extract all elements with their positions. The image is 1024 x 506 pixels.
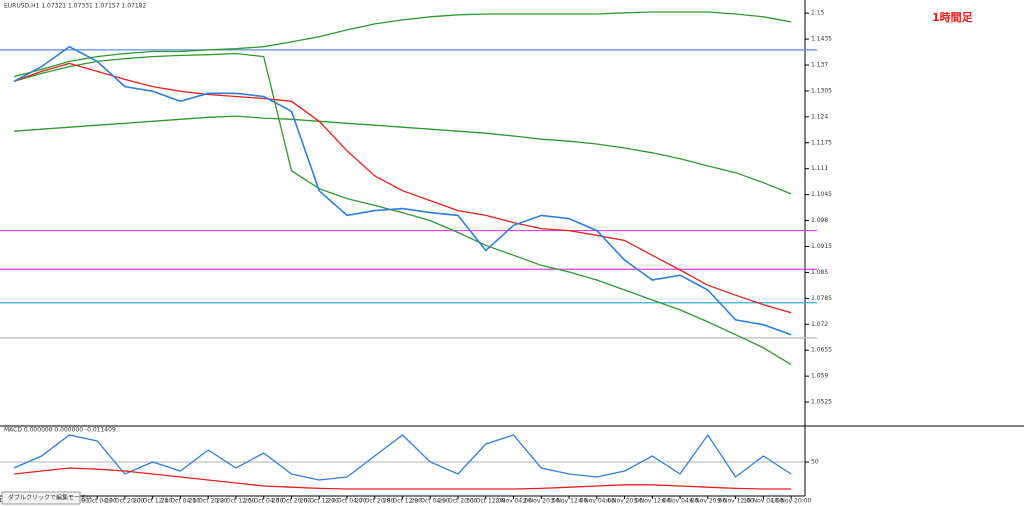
y-tick-label: 1.098 (811, 217, 828, 224)
x-tick-label: 5 Nov 12:00 (634, 498, 671, 505)
x-tick-label: 9 Nov 12:00 (717, 498, 754, 505)
x-tick-label: 27 Oct 04:00 (327, 498, 366, 505)
tooltip: ダブルクリックで編集モードへ (8, 494, 92, 502)
x-tick-label: 22 Oct 12:00 (216, 498, 255, 505)
chart-title: 1時間足 (932, 10, 974, 24)
series-line (13, 52, 792, 366)
x-tick-label: 29 Oct 04:00 (411, 498, 450, 505)
x-tick-label: 3 Nov 12:00 (551, 498, 588, 505)
y-tick-label: 1.1175 (811, 139, 832, 146)
y-tick-label: 1.0915 (811, 243, 832, 250)
y-tick-label: 1.059 (811, 373, 828, 380)
y-tick-label: 50 (811, 459, 819, 466)
series-line (13, 433, 792, 481)
series-line (13, 115, 792, 195)
y-tick-label: 1.072 (811, 321, 828, 328)
y-tick-label: 1.0655 (811, 347, 832, 354)
x-tick-label: 28 Oct 12:00 (383, 498, 422, 505)
series-line (13, 62, 792, 314)
y-tick-label: 1.1305 (811, 87, 832, 94)
x-tick-label: 21 Oct 20:00 (189, 498, 228, 505)
x-tick-label: 19 Oct 20:00 (105, 498, 144, 505)
x-tick-label: 10 Nov 20:00 (771, 498, 812, 505)
tooltip-box (1, 491, 81, 505)
series-line (13, 45, 792, 336)
x-tick-label: 6 Nov 20:00 (690, 498, 727, 505)
y-tick-label: 1.137 (811, 62, 828, 69)
x-tick-label: 4 Nov 20:00 (606, 498, 643, 505)
x-tick-label: 10 Nov 04:00 (743, 498, 784, 505)
x-tick-label: 2 Nov 04:00 (495, 498, 532, 505)
x-tick-label: 4 Nov 04:00 (578, 498, 615, 505)
x-tick-label: 19 Oct 04:00 (78, 498, 117, 505)
series-line (13, 467, 792, 490)
x-tick-label: 29 Oct 20:00 (438, 498, 477, 505)
y-tick-label: 1.15 (811, 10, 825, 17)
y-tick-label: 1.124 (811, 113, 828, 120)
indicator-label: MACD 0.000000 0.000000 -0.011409 (4, 427, 116, 434)
x-tick-label: 30 Oct 12:00 (466, 498, 505, 505)
x-tick-label: 21 Oct 04:00 (161, 498, 200, 505)
x-tick-label: 23 Oct 20:00 (272, 498, 311, 505)
x-tick-label: 27 Oct 20:00 (355, 498, 394, 505)
y-tick-label: 1.0525 (811, 399, 832, 406)
x-tick-label: 26 Oct 12:00 (300, 498, 339, 505)
x-tick-label: 23 Oct 04:00 (244, 498, 283, 505)
x-tick-label: 6 Nov 04:00 (662, 498, 699, 505)
header: EURUSD,H1 1.07321 1.07331 1.07157 1.0718… (4, 3, 146, 10)
x-tick-label: 2 Nov 20:00 (523, 498, 560, 505)
y-tick-label: 1.1435 (811, 36, 832, 43)
x-tick-label: 20 Oct 12:00 (133, 498, 172, 505)
y-tick-label: 1.111 (811, 165, 828, 172)
y-tick-label: 1.0785 (811, 295, 832, 302)
series-line (13, 11, 792, 78)
y-tick-label: 1.1045 (811, 191, 832, 198)
y-tick-label: 1.085 (811, 269, 828, 276)
